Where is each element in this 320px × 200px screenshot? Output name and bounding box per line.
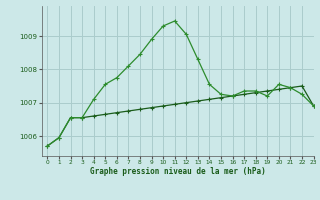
- X-axis label: Graphe pression niveau de la mer (hPa): Graphe pression niveau de la mer (hPa): [90, 167, 266, 176]
